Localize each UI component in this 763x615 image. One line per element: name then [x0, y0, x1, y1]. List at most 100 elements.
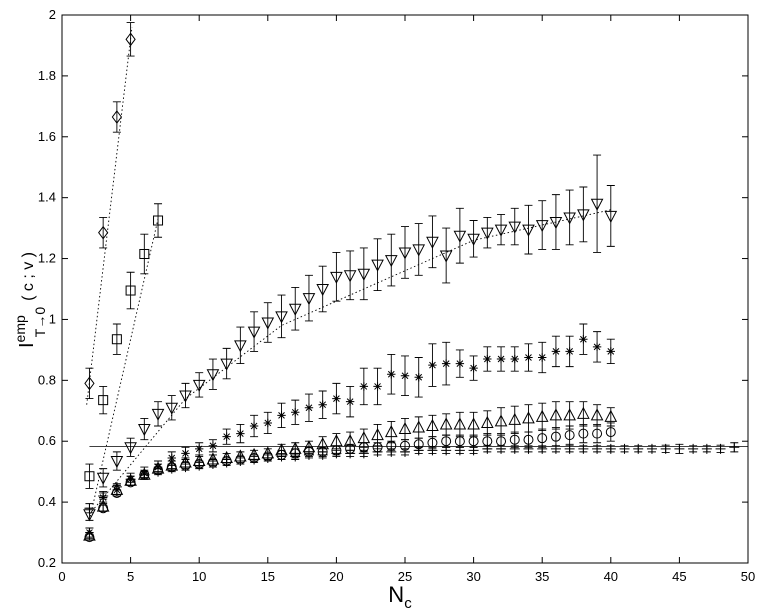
- square-marker: [98, 395, 109, 406]
- triangle-down-error-bar: [565, 189, 574, 246]
- y-tick-label: 1.2: [38, 251, 56, 266]
- star-marker: [291, 408, 300, 417]
- x-tick-label: 25: [398, 569, 412, 584]
- triangle-down-marker: [357, 268, 371, 281]
- triangle-down-marker: [343, 270, 357, 283]
- diamond-error-bar: [99, 217, 108, 249]
- plus-marker: [153, 466, 164, 477]
- star-marker: [592, 342, 602, 352]
- triangle-down-error-bar: [455, 207, 464, 264]
- plus-marker: [427, 445, 438, 456]
- square-error-bar: [126, 271, 135, 310]
- triangle-down-error-bar: [414, 223, 423, 276]
- star-marker: [277, 411, 286, 420]
- triangle-down-error-bar: [579, 186, 588, 243]
- star-marker: [195, 444, 204, 454]
- star-marker: [469, 363, 478, 373]
- triangle-up-marker: [604, 409, 618, 422]
- x-tick-label: 5: [127, 569, 134, 584]
- plus-marker: [386, 446, 397, 457]
- star-marker: [263, 418, 272, 428]
- star-marker: [249, 421, 259, 431]
- star-marker: [496, 354, 506, 364]
- triangle-down-error-bar: [263, 302, 272, 343]
- triangle-down-marker: [96, 472, 110, 485]
- plus-marker: [98, 491, 109, 502]
- diamond-series: [84, 22, 136, 400]
- triangle-down-marker: [192, 379, 206, 392]
- star-marker: [373, 382, 382, 391]
- triangle-down-marker: [302, 293, 316, 306]
- plus-marker: [523, 443, 534, 454]
- triangle-up-marker: [371, 428, 384, 441]
- triangle-down-marker: [563, 212, 576, 225]
- triangle-down-error-bar: [236, 326, 245, 365]
- diamond-error-bar: [112, 101, 121, 133]
- square-error-bar: [154, 203, 163, 238]
- triangle-down-marker: [426, 236, 439, 249]
- x-tick-label: 45: [672, 569, 686, 584]
- triangle-down-marker: [316, 284, 330, 297]
- plus-marker: [290, 451, 301, 462]
- triangle-down-error-bar: [593, 154, 602, 253]
- square-error-bar: [85, 463, 94, 489]
- circle-error-bar: [579, 424, 588, 444]
- star-marker: [359, 382, 369, 391]
- x-tick-label: 0: [58, 569, 65, 584]
- triangle-down-error-bar: [304, 274, 313, 322]
- plus-marker: [454, 445, 465, 456]
- plus-marker: [688, 443, 699, 454]
- fit-lines: [86, 27, 611, 521]
- triangle-down-error-bar: [606, 185, 615, 247]
- triangle-down-marker: [330, 271, 343, 284]
- triangle-down-marker: [206, 369, 220, 382]
- triangle-down-error-bar: [291, 287, 300, 331]
- plus-marker: [496, 443, 507, 454]
- triangle-up-marker: [563, 408, 576, 421]
- triangle-down-marker: [124, 442, 137, 455]
- x-tick-label: 10: [192, 569, 206, 584]
- triangle-down-error-bar: [222, 347, 231, 380]
- triangle-down-error-bar: [510, 207, 519, 246]
- plus-marker: [331, 448, 342, 459]
- y-tick-label: 0.4: [38, 494, 56, 509]
- y-tick-label: 1.6: [38, 129, 56, 144]
- star-marker: [400, 371, 410, 380]
- triangle-down-marker: [371, 259, 384, 272]
- star-marker: [304, 403, 314, 412]
- plot-frame: [61, 14, 749, 564]
- plus-marker: [111, 481, 122, 492]
- square-series: [84, 203, 164, 489]
- plus-marker: [194, 460, 205, 471]
- triangle-down-error-bar: [524, 204, 533, 255]
- plus-marker: [674, 443, 685, 454]
- star-marker: [414, 373, 423, 382]
- star-marker: [441, 359, 451, 368]
- plus-marker: [550, 443, 561, 454]
- plus-marker: [400, 446, 410, 457]
- triangle-down-marker: [494, 224, 508, 237]
- plus-marker: [207, 459, 218, 470]
- x-tick-label: 15: [261, 569, 275, 584]
- plus-marker: [235, 456, 246, 467]
- triangle-down-marker: [412, 244, 426, 257]
- square-marker: [153, 215, 164, 226]
- circle-error-bar: [99, 504, 108, 512]
- circle-error-bar: [85, 533, 94, 541]
- triangle-up-marker: [426, 418, 439, 431]
- triangle-down-error-bar: [332, 252, 341, 302]
- triangle-up-marker: [549, 408, 563, 421]
- triangle-down-marker: [439, 250, 453, 263]
- plus-marker: [139, 469, 150, 480]
- star-marker: [208, 441, 218, 450]
- star-marker: [428, 360, 437, 370]
- x-tick-label: 40: [604, 569, 618, 584]
- triangle-up-series: [83, 401, 618, 541]
- triangle-up-marker: [590, 408, 604, 421]
- triangle-down-marker: [467, 233, 480, 246]
- triangle-down-marker: [480, 227, 494, 240]
- plus-marker: [221, 457, 232, 468]
- star-marker: [345, 397, 355, 406]
- triangle-down-error-bar: [497, 213, 506, 246]
- circle-marker: [98, 503, 109, 514]
